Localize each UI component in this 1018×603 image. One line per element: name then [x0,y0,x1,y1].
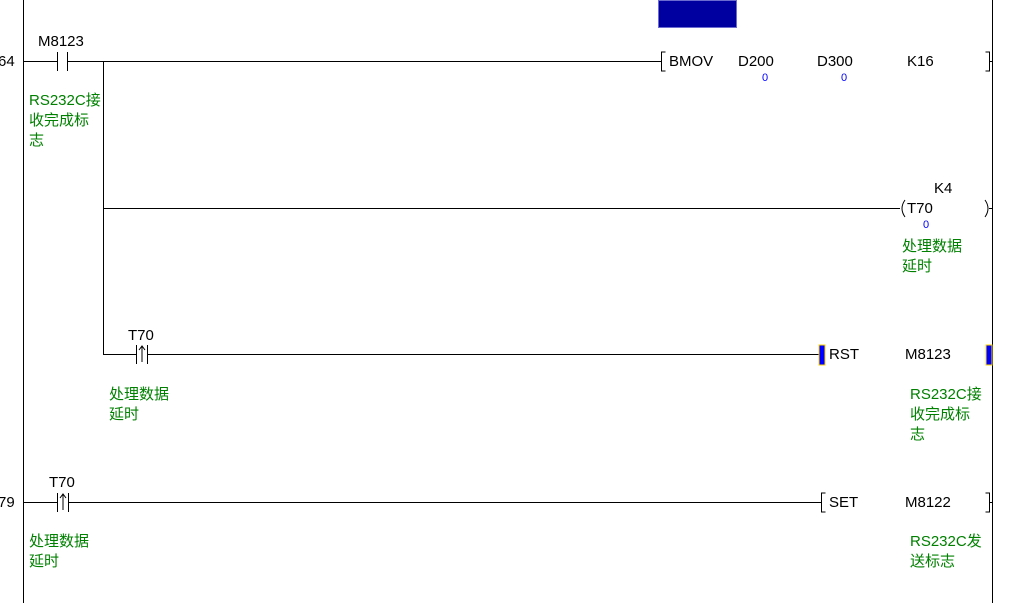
device-comment: RS232C接 收完成标 志 [29,92,101,149]
monitor-value: 0 [841,72,848,84]
coil-left-icon [901,199,906,218]
device-comment: 处理数据 延时 [109,386,170,423]
operand[interactable]: D300 [817,53,853,70]
step-number: 64 [0,53,15,70]
instruction-op[interactable]: SET [829,494,859,511]
device-comment: 处理数据 延时 [902,238,963,275]
operand[interactable]: D200 [738,53,774,70]
contact-device-label[interactable]: M8123 [38,33,84,50]
timer-setpoint[interactable]: K4 [934,180,953,197]
device-comment: RS232C发 送标志 [910,533,982,570]
contact-device-label[interactable]: T70 [128,327,154,344]
edit-cursor[interactable] [658,0,737,28]
operand[interactable]: M8122 [905,494,951,511]
operand[interactable]: M8123 [905,346,951,363]
contact-device-label[interactable]: T70 [49,474,75,491]
step-number: 79 [0,494,15,511]
instruction-op[interactable]: BMOV [669,53,714,70]
monitor-value: 0 [923,219,930,231]
device-comment: RS232C接 收完成标 志 [910,386,982,443]
bmov-bracket-right [985,51,990,72]
device-comment: 处理数据 延时 [29,533,90,570]
instruction-op[interactable]: RST [829,346,859,363]
set-bracket-left [821,492,826,513]
coil-right-icon [984,199,989,218]
coil-device-label[interactable]: T70 [907,200,933,217]
monitor-value: 0 [762,72,769,84]
operand[interactable]: K16 [907,53,934,70]
bmov-bracket-left [661,51,666,72]
set-bracket-right [985,492,990,513]
